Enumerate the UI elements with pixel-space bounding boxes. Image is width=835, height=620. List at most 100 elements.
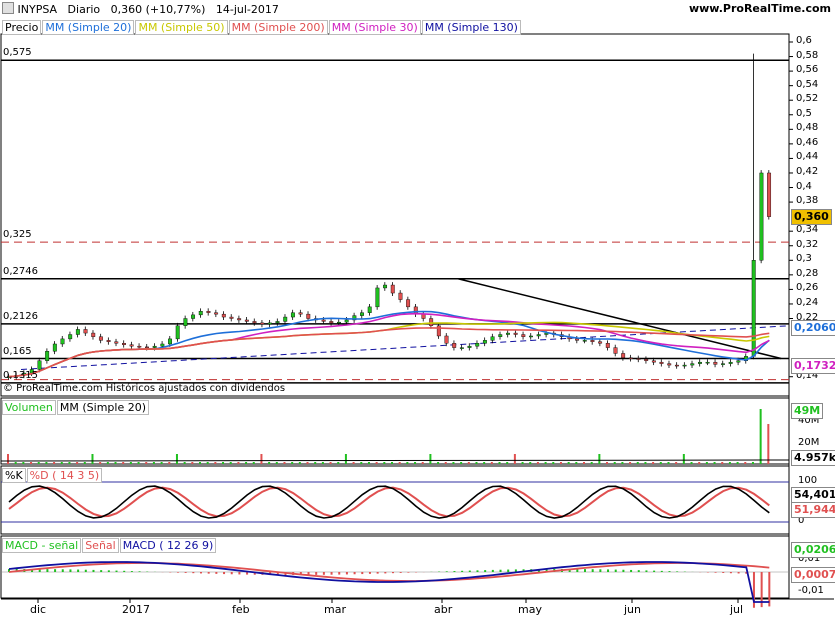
legend-item[interactable]: %D ( 14 3 5) (26, 468, 103, 483)
volume-bar (91, 454, 94, 464)
volume-bar (183, 462, 186, 464)
volume-bar (14, 462, 17, 464)
legend-item[interactable]: MM (Simple 20) (42, 20, 135, 35)
macd-hist-bar (192, 572, 195, 574)
volume-bar (260, 454, 263, 464)
candle-body (168, 338, 172, 345)
candle-body (383, 284, 388, 289)
macd-hist-bar (760, 572, 763, 608)
candle-body (698, 361, 702, 364)
value-badge: 0,360 (791, 208, 832, 225)
candle-body (367, 306, 372, 313)
candle-body (83, 329, 88, 334)
candle-body (360, 312, 364, 316)
candle-body (682, 364, 687, 367)
macd-hist-bar (722, 572, 725, 573)
volume-bar (60, 462, 63, 464)
legend-item[interactable]: MM (Simple 20) (56, 400, 150, 415)
volume-bar (7, 454, 9, 464)
y-tick-label: 0,54 (796, 78, 819, 90)
volume-bar (122, 462, 125, 464)
y-tick-label: 0,01 (798, 553, 821, 564)
candle-body (644, 359, 649, 361)
volume-bar (767, 424, 770, 464)
legend-item[interactable]: MACD - señal (2, 538, 82, 553)
y-tick-label: 0,34 (796, 224, 819, 236)
volume-bar (76, 462, 79, 464)
last-price: 0,360 (+10,77%) (110, 3, 206, 16)
legend-item[interactable]: Precio (2, 20, 42, 35)
volume-bar (452, 462, 455, 464)
legend-item[interactable]: MM (Simple 130) (421, 20, 521, 35)
volume-bar (191, 462, 194, 464)
macd-legend: MACD - señal Señal MACD ( 12 26 9) (2, 538, 217, 553)
candle-body (690, 363, 695, 366)
volume-bar (329, 462, 332, 464)
volume-bar (30, 462, 33, 464)
macd-hist-bar (576, 569, 579, 572)
volume-bar (168, 462, 171, 464)
macd-hist-bar (322, 572, 325, 575)
site-link[interactable]: www.ProRealTime.com (688, 2, 831, 15)
volume-bar (68, 462, 71, 464)
macd-hist-bar (276, 572, 279, 575)
legend-item[interactable]: Volumen (2, 400, 56, 415)
volume-bar (636, 462, 639, 464)
macd-hist-bar (223, 572, 226, 575)
volume-bar (437, 462, 440, 464)
macd-hist-bar (499, 569, 502, 572)
y-tick-label: -0,01 (798, 585, 824, 596)
y-tick-label: 0,5 (796, 107, 812, 119)
value-badge: 0,0007 (791, 567, 835, 583)
candle-body (613, 347, 618, 354)
candle-body (605, 343, 610, 348)
volume-bar (467, 462, 470, 464)
candle-body (705, 361, 710, 364)
macd-hist-bar (468, 570, 471, 572)
y-tick-label: 40M (798, 415, 820, 426)
macd-hist-bar (384, 572, 387, 574)
volume-bar (682, 454, 685, 464)
volume-bar (129, 462, 132, 464)
macd-hist-bar (361, 572, 364, 575)
macd-hist-bar (392, 572, 394, 574)
volume-bar (214, 462, 217, 464)
legend-item[interactable]: MM (Simple 30) (328, 20, 421, 35)
volume-bar (529, 462, 532, 464)
candle-body (490, 336, 495, 341)
legend-item[interactable]: MM (Simple 200) (228, 20, 328, 35)
macd-hist-bar (545, 569, 548, 572)
candle-body (175, 325, 180, 340)
y-tick-label: 0,6 (796, 35, 812, 46)
macd-hist-bar (445, 571, 448, 572)
y-tick-label: 0,26 (796, 282, 819, 294)
candle-body (37, 360, 42, 370)
candle-body (459, 347, 464, 349)
y-tick-label: 0,52 (796, 93, 819, 105)
macd-hist-bar (130, 571, 133, 572)
macd-hist-bar (176, 572, 179, 573)
volume-bar (429, 454, 432, 464)
legend-item[interactable]: %K (2, 468, 26, 483)
legend-item[interactable]: MM (Simple 50) (135, 20, 228, 35)
candle-body (229, 316, 234, 319)
volume-bar (291, 462, 294, 464)
chart-type-icon[interactable] (2, 2, 14, 14)
volume-bar (759, 409, 762, 464)
candle-body (260, 322, 265, 325)
volume-bar (83, 462, 86, 464)
candle-body (237, 318, 242, 321)
legend-item[interactable]: MACD ( 12 26 9) (119, 538, 217, 553)
candle-body (575, 338, 580, 341)
candle-body (398, 292, 403, 300)
value-badge: 0,0206 (791, 542, 835, 558)
value-badge: 51,944 (791, 502, 835, 518)
candle-body (191, 314, 196, 319)
volume-bar (53, 462, 56, 464)
volume-bar (521, 462, 524, 464)
chart-header: INYPSA Diario 0,360 (+10,77%) 14-jul-201… (2, 2, 279, 16)
macd-hist-bar (368, 572, 371, 574)
macd-hist-bar (253, 572, 256, 575)
legend-item[interactable]: Señal (82, 538, 119, 553)
